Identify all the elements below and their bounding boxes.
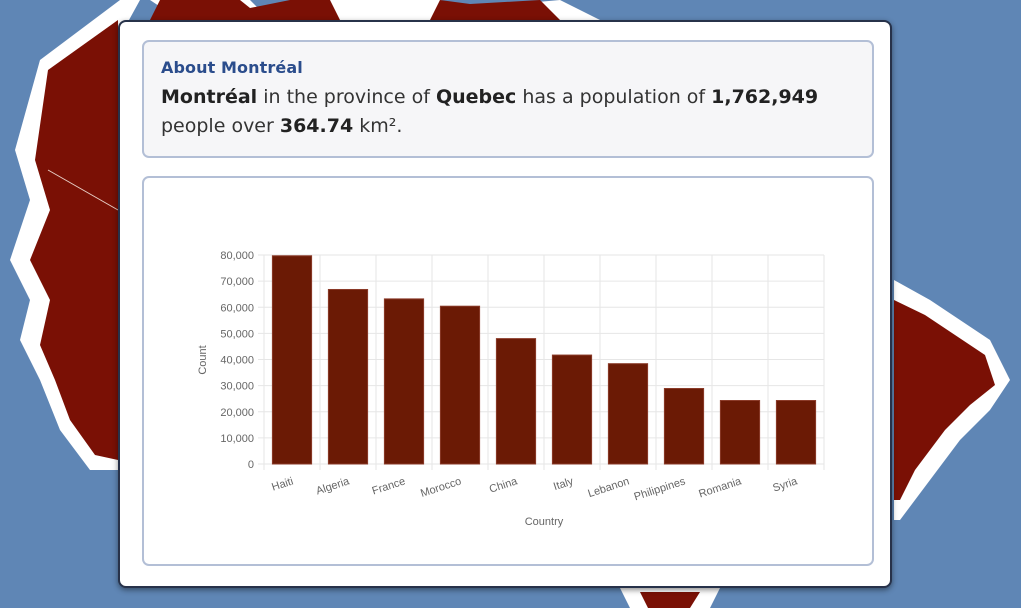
x-tick-label: China bbox=[488, 475, 520, 496]
bar-romania[interactable] bbox=[719, 400, 761, 465]
x-axis-title: Country bbox=[525, 516, 564, 528]
bar-haiti[interactable] bbox=[271, 255, 313, 465]
area-value: 364.74 bbox=[279, 115, 354, 137]
bar-italy[interactable] bbox=[551, 354, 593, 465]
x-tick-label: Morocco bbox=[419, 475, 463, 499]
y-tick-label: 10,000 bbox=[220, 433, 254, 445]
map-red-territory bbox=[30, 0, 995, 608]
bar-chart: 0 10,000 20,000 30,000 40,000 50,000 60,000 70,… bbox=[197, 250, 825, 528]
city-panel: About Montréal Montréal in the province … bbox=[118, 20, 892, 588]
bar-syria[interactable] bbox=[775, 400, 817, 465]
info-heading: About Montréal bbox=[161, 58, 303, 77]
city-name: Montréal bbox=[161, 86, 258, 108]
map-border-line bbox=[47, 169, 119, 211]
y-tick-label: 60,000 bbox=[220, 302, 254, 314]
city-info-card: About Montréal Montréal in the province … bbox=[142, 40, 874, 158]
chart-bars bbox=[271, 255, 817, 465]
x-tick-label: Syria bbox=[771, 475, 799, 494]
info-text-part: people over bbox=[161, 115, 280, 137]
x-tick-label: Algeria bbox=[315, 475, 352, 497]
y-tick-label: 40,000 bbox=[220, 355, 254, 367]
bar-france[interactable] bbox=[383, 298, 425, 465]
province-name: Quebec bbox=[435, 86, 517, 108]
x-tick-label: Philippines bbox=[633, 475, 688, 503]
info-description: Montréal in the province of Quebec has a… bbox=[161, 83, 855, 141]
x-tick-label: Italy bbox=[552, 475, 575, 493]
x-tick-label: Romania bbox=[697, 475, 743, 500]
population-value: 1,762,949 bbox=[711, 86, 819, 108]
bar-morocco[interactable] bbox=[439, 305, 481, 465]
bar-lebanon[interactable] bbox=[607, 363, 649, 465]
bar-algeria[interactable] bbox=[327, 288, 369, 465]
y-tick-label: 80,000 bbox=[220, 250, 254, 262]
y-axis-title: Count bbox=[197, 345, 209, 374]
y-tick-label: 20,000 bbox=[220, 407, 254, 419]
chart-card: 0 10,000 20,000 30,000 40,000 50,000 60,000 70,… bbox=[142, 176, 874, 566]
info-text-part: in the province of bbox=[257, 86, 436, 108]
x-tick-label: France bbox=[371, 475, 407, 497]
x-tick-label: Haiti bbox=[270, 475, 295, 493]
bar-china[interactable] bbox=[495, 338, 537, 465]
y-tick-label: 0 bbox=[248, 459, 254, 471]
info-text-part: km². bbox=[353, 115, 403, 137]
y-tick-label: 50,000 bbox=[220, 328, 254, 340]
y-tick-label: 30,000 bbox=[220, 381, 254, 393]
x-tick-label: Lebanon bbox=[586, 475, 630, 500]
info-text-part: has a population of bbox=[516, 86, 712, 108]
bar-philippines[interactable] bbox=[663, 387, 705, 465]
y-tick-label: 70,000 bbox=[220, 276, 254, 288]
